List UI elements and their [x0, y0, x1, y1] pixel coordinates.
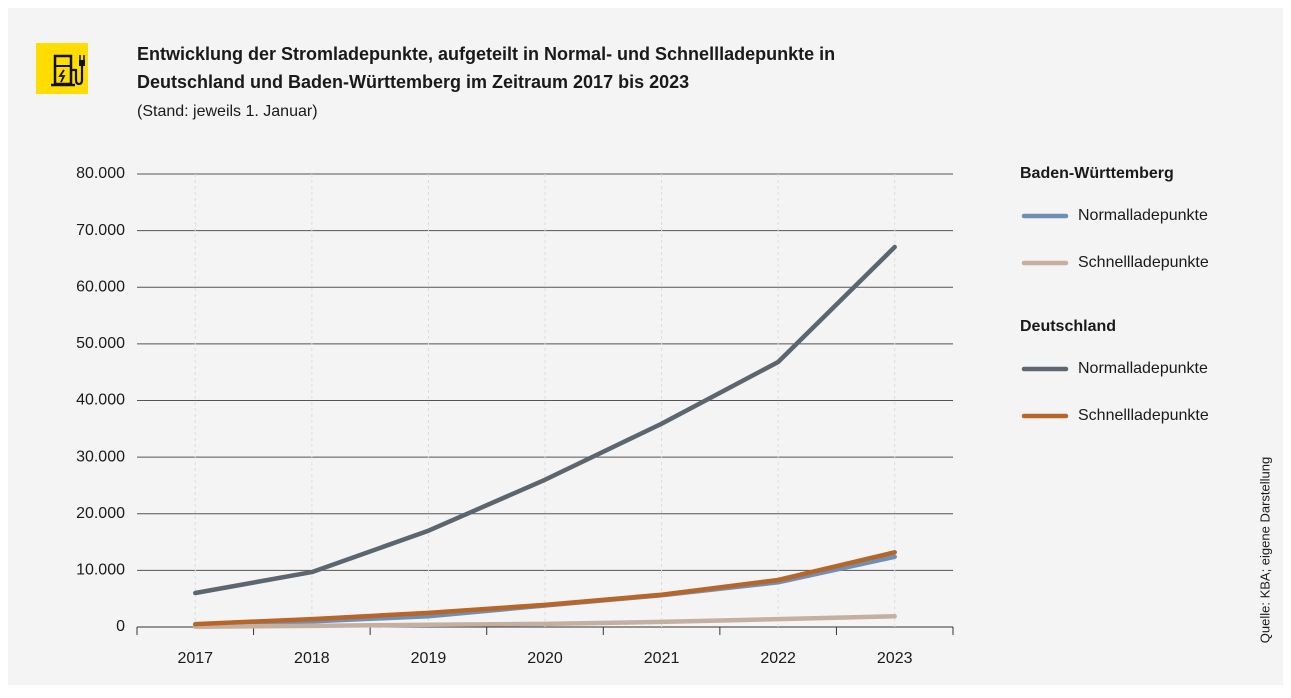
y-tick-label: 70.000 [76, 222, 125, 239]
x-tick-label: 2019 [411, 650, 447, 667]
legend-header: Baden-Württemberg [1020, 165, 1174, 182]
x-tick-label: 2020 [527, 650, 563, 667]
x-tick-label: 2021 [644, 650, 680, 667]
legend-label: Normalladepunkte [1078, 360, 1208, 377]
line [193, 244, 897, 596]
x-tick-label: 2022 [760, 650, 796, 667]
card [8, 8, 1283, 685]
title: Entwicklung der Stromladepunkte, aufgete… [137, 44, 835, 64]
line [193, 550, 897, 627]
y-tick-label: 60.000 [76, 278, 125, 295]
source-note: Quelle: KBA; eigene Darstellung [1257, 457, 1272, 643]
y-tick-label: 40.000 [76, 392, 125, 409]
icon [36, 43, 88, 94]
y-tick-label: 20.000 [76, 505, 125, 522]
x-tick-label: 2017 [177, 650, 213, 667]
legend-header: Deutschland [1020, 318, 1116, 335]
line [193, 613, 897, 629]
title: Deutschland und Baden-Württemberg im Zei… [137, 72, 689, 92]
legend-label: Normalladepunkte [1078, 207, 1208, 224]
y-tick-label: 50.000 [76, 335, 125, 352]
y-tick-label: 0 [116, 618, 125, 635]
legend-label: Schnellladepunkte [1078, 407, 1209, 424]
y-tick-label: 80.000 [76, 165, 125, 182]
legend-label: Schnellladepunkte [1078, 254, 1209, 271]
y-tick-label: 30.000 [76, 448, 125, 465]
subtitle: (Stand: jeweils 1. Januar) [137, 103, 318, 120]
y-tick-label: 10.000 [76, 562, 125, 579]
x-tick-label: 2018 [294, 650, 330, 667]
x-tick-label: 2023 [877, 650, 913, 667]
